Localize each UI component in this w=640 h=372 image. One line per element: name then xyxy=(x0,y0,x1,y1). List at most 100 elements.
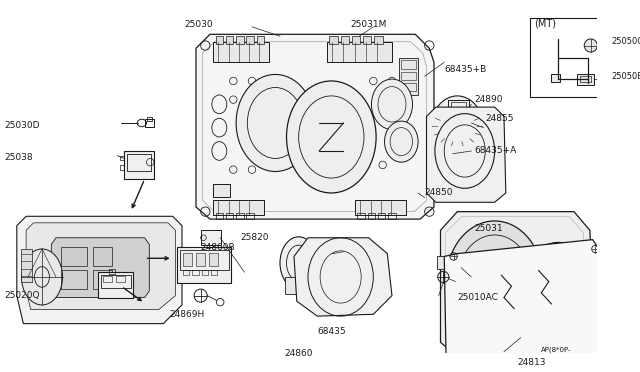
Text: 25050G: 25050G xyxy=(611,37,640,46)
Bar xyxy=(330,36,338,44)
Bar xyxy=(177,247,232,283)
Bar xyxy=(20,249,32,282)
Text: AP(8*0P-: AP(8*0P- xyxy=(541,346,572,353)
Text: 68435+B: 68435+B xyxy=(444,65,486,74)
Bar xyxy=(147,118,152,121)
Bar xyxy=(98,272,134,298)
Bar xyxy=(436,256,446,269)
Bar xyxy=(368,214,375,219)
Bar xyxy=(257,36,264,44)
Bar xyxy=(127,154,151,171)
Ellipse shape xyxy=(22,249,63,305)
Text: 25031M: 25031M xyxy=(351,20,387,29)
Bar xyxy=(326,42,392,62)
Bar xyxy=(216,36,223,44)
Text: 24813: 24813 xyxy=(518,358,546,367)
Text: 24869H: 24869H xyxy=(169,310,204,319)
Bar xyxy=(212,184,230,197)
Bar xyxy=(212,42,269,62)
Bar xyxy=(236,36,244,44)
Bar xyxy=(116,276,125,282)
Bar xyxy=(120,165,124,170)
Bar xyxy=(102,276,112,282)
Text: 24860B: 24860B xyxy=(201,243,236,251)
Bar xyxy=(358,214,365,219)
Polygon shape xyxy=(294,238,392,316)
Bar xyxy=(352,36,360,44)
Bar xyxy=(226,36,234,44)
Bar xyxy=(401,83,416,91)
Bar xyxy=(201,230,221,245)
Polygon shape xyxy=(426,107,506,202)
Text: 68435: 68435 xyxy=(317,327,346,336)
Text: 25020Q: 25020Q xyxy=(4,291,40,300)
Ellipse shape xyxy=(525,243,591,321)
Text: 25030: 25030 xyxy=(184,20,213,29)
Bar xyxy=(212,201,264,215)
Polygon shape xyxy=(17,216,182,324)
Text: 25010AC: 25010AC xyxy=(458,293,498,302)
Text: 24890: 24890 xyxy=(474,95,502,104)
Bar xyxy=(580,76,591,82)
Ellipse shape xyxy=(446,221,543,342)
Ellipse shape xyxy=(431,96,483,159)
Bar xyxy=(399,58,418,95)
Polygon shape xyxy=(51,238,149,298)
Ellipse shape xyxy=(385,121,418,162)
Bar xyxy=(61,247,87,266)
Text: 24850: 24850 xyxy=(425,189,453,198)
Bar xyxy=(451,102,466,112)
Text: 25050B: 25050B xyxy=(611,72,640,81)
Text: 25820: 25820 xyxy=(241,233,269,242)
Ellipse shape xyxy=(287,81,376,193)
Bar xyxy=(180,250,228,270)
Text: 25031: 25031 xyxy=(474,224,503,233)
Bar xyxy=(378,214,385,219)
Bar xyxy=(401,60,416,69)
Bar xyxy=(61,270,87,289)
Bar xyxy=(236,214,244,219)
Ellipse shape xyxy=(236,74,314,171)
Bar xyxy=(374,36,383,44)
Bar xyxy=(183,253,192,266)
Bar xyxy=(388,214,396,219)
Ellipse shape xyxy=(371,79,413,129)
Bar xyxy=(246,36,254,44)
Text: 68435+A: 68435+A xyxy=(474,147,516,155)
Text: (MT): (MT) xyxy=(534,18,556,28)
Ellipse shape xyxy=(584,39,597,52)
Text: 25030D: 25030D xyxy=(4,121,40,130)
Bar xyxy=(448,100,468,115)
Bar xyxy=(100,275,131,288)
Bar xyxy=(109,269,115,274)
Ellipse shape xyxy=(280,237,317,289)
Bar xyxy=(285,277,313,294)
Bar xyxy=(93,270,112,289)
Text: 24855: 24855 xyxy=(485,114,514,123)
Bar xyxy=(93,247,112,266)
Polygon shape xyxy=(26,223,175,310)
Bar xyxy=(246,214,254,219)
Bar xyxy=(340,36,349,44)
Polygon shape xyxy=(196,34,434,219)
Bar xyxy=(211,270,218,275)
Bar xyxy=(183,270,189,275)
Bar xyxy=(120,155,124,160)
Bar xyxy=(226,214,234,219)
Bar xyxy=(196,253,205,266)
Bar xyxy=(550,74,560,82)
Bar xyxy=(209,253,218,266)
Bar xyxy=(530,17,623,97)
Bar xyxy=(577,74,593,85)
Bar xyxy=(216,214,223,219)
Bar xyxy=(202,270,208,275)
Bar xyxy=(192,270,199,275)
Text: 25038: 25038 xyxy=(4,153,33,162)
Bar xyxy=(145,119,154,127)
Polygon shape xyxy=(444,240,605,370)
Text: 24860: 24860 xyxy=(284,349,313,358)
Bar xyxy=(401,72,416,80)
Bar xyxy=(355,201,406,215)
Bar xyxy=(363,36,371,44)
Bar xyxy=(124,151,154,179)
